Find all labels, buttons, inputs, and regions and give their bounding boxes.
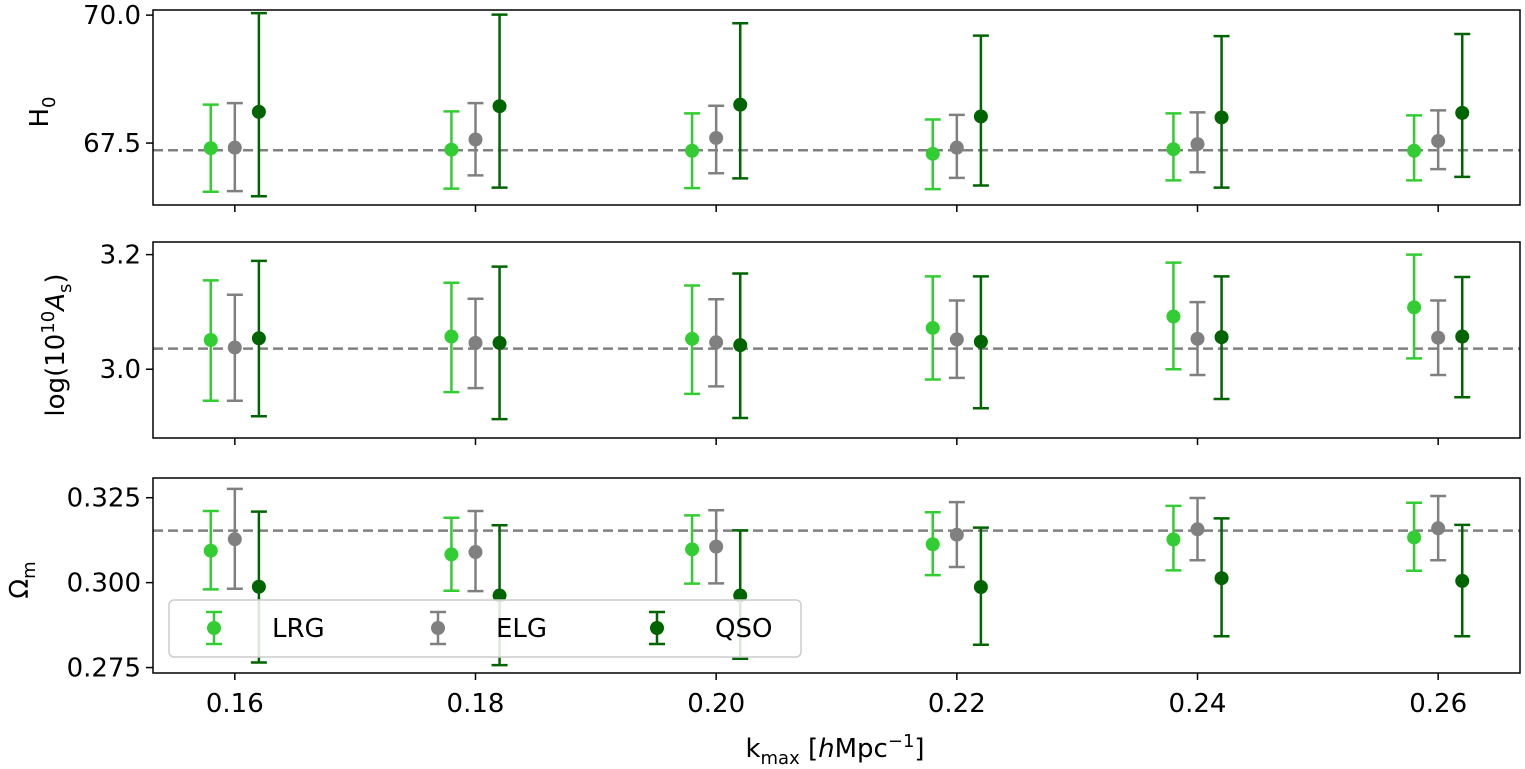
point-lrg	[1407, 143, 1422, 158]
y-tick-label: 0.325	[67, 484, 141, 514]
point-lrg	[925, 146, 940, 161]
point-elg	[1190, 137, 1205, 152]
point-elg	[227, 340, 242, 355]
point-qso	[733, 588, 748, 603]
point-lrg	[203, 333, 218, 347]
panel-2: 0.275 0.300 0.325	[67, 477, 1521, 684]
point-elg	[227, 140, 242, 155]
point-lrg	[1166, 309, 1181, 324]
legend: LRG ELG QSO	[168, 599, 802, 658]
point-lrg	[685, 143, 700, 158]
point-elg	[949, 332, 964, 347]
point-elg	[468, 335, 483, 350]
point-qso	[1214, 110, 1229, 125]
x-tick-label: 0.16	[206, 689, 264, 719]
point-lrg	[925, 320, 940, 335]
point-elg	[468, 545, 483, 560]
point-qso	[492, 588, 507, 603]
legend-label-elg: ELG	[496, 614, 547, 644]
point-elg	[709, 335, 724, 350]
point-lrg	[1407, 530, 1422, 545]
point-lrg	[444, 547, 459, 562]
x-tick-label: 0.18	[447, 689, 505, 719]
point-qso	[1214, 571, 1229, 586]
point-elg	[1431, 134, 1446, 149]
point-qso	[1455, 329, 1470, 344]
point-lrg	[203, 543, 218, 558]
point-qso	[1214, 330, 1229, 345]
legend-label-qso: QSO	[715, 614, 772, 644]
point-qso	[973, 580, 988, 595]
point-qso	[492, 335, 507, 350]
panel-frame	[152, 477, 1521, 674]
y-tick-label: 0.300	[67, 569, 141, 599]
point-elg	[1190, 522, 1205, 537]
point-lrg	[444, 329, 459, 344]
legend-marker-point	[431, 621, 445, 635]
point-lrg	[203, 141, 218, 156]
x-axis-label: kmax [hMpc−1]	[745, 731, 924, 769]
point-qso	[733, 97, 748, 112]
point-elg	[709, 130, 724, 145]
point-qso	[251, 331, 266, 346]
point-elg	[468, 132, 483, 147]
ylabel-as: log(1010As)	[38, 273, 76, 416]
point-qso	[1455, 105, 1470, 120]
ylabel-h0: H0	[25, 96, 60, 127]
point-elg	[949, 527, 964, 542]
point-elg	[709, 539, 724, 554]
panel-1: 3.0 3.2	[100, 241, 1521, 445]
point-qso	[1455, 573, 1470, 588]
x-tick-label: 0.22	[928, 689, 986, 719]
panels: 67.5 70.0 3.0 3.2 0.275 0.300 0.325 0.16 0.18 0.2…	[67, 1, 1521, 719]
point-qso	[733, 338, 748, 353]
point-qso	[251, 579, 266, 594]
y-tick-label: 0.275	[67, 654, 141, 684]
x-tick-label: 0.20	[687, 689, 745, 719]
point-lrg	[444, 142, 459, 157]
x-tick-label: 0.24	[1169, 689, 1227, 719]
point-lrg	[925, 537, 940, 552]
point-elg	[1431, 330, 1446, 345]
point-elg	[949, 140, 964, 155]
point-lrg	[685, 331, 700, 346]
point-qso	[973, 334, 988, 349]
point-elg	[1190, 331, 1205, 346]
legend-label-lrg: LRG	[272, 614, 325, 644]
panel-frame	[152, 9, 1521, 206]
y-tick-label: 67.5	[83, 129, 141, 159]
ylabel-omega-m: Ωm	[5, 561, 40, 598]
legend-frame	[168, 599, 802, 658]
y-tick-label: 3.0	[100, 355, 141, 385]
point-lrg	[1166, 142, 1181, 157]
point-qso	[492, 99, 507, 114]
legend-marker-point	[207, 621, 221, 635]
point-elg	[1431, 521, 1446, 536]
panel-0: 67.5 70.0	[83, 1, 1521, 212]
x-tick-label: 0.26	[1409, 689, 1467, 719]
panel-frame	[152, 241, 1521, 439]
point-lrg	[685, 542, 700, 557]
point-qso	[973, 109, 988, 124]
point-lrg	[1407, 300, 1422, 315]
y-tick-label: 3.2	[100, 241, 141, 271]
point-lrg	[1166, 532, 1181, 547]
point-qso	[251, 104, 266, 119]
legend-marker-point	[650, 621, 664, 635]
y-tick-label: 70.0	[83, 1, 141, 31]
point-elg	[227, 532, 242, 547]
